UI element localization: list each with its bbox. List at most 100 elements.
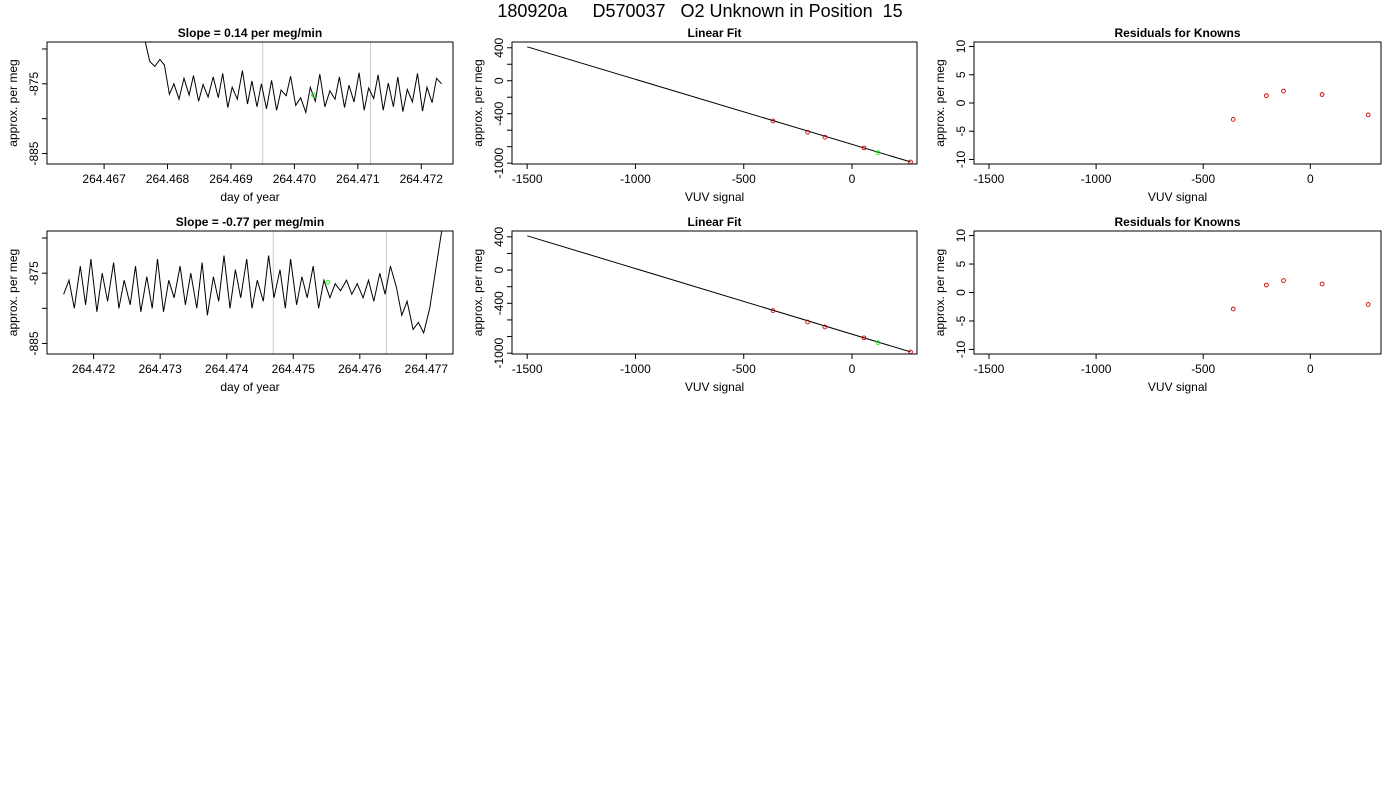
chart-panel-4: 264.472 264.473 264.474 264.475 264.476 264.4… <box>6 215 454 394</box>
data-point <box>1365 302 1371 307</box>
y-axis-label: approx. per meg <box>933 249 947 336</box>
y-axis-label: approx. per meg <box>933 59 947 146</box>
x-tick-label: 0 <box>1307 172 1314 186</box>
data-point <box>861 335 867 341</box>
chart-panel-5: -1500 -1000 -500 0 -1000 -400 0 400 Linear Fit VU… <box>471 215 918 394</box>
y-tick-label: 0 <box>492 266 506 273</box>
y-tick-label: 10 <box>954 40 968 54</box>
y-tick-label: -875 <box>27 72 41 96</box>
x-tick-label: -1500 <box>512 172 543 186</box>
series-line <box>527 235 911 353</box>
x-tick-label: -1000 <box>1081 172 1112 186</box>
y-tick-label: -885 <box>27 331 41 355</box>
y-tick-label: -400 <box>492 291 506 315</box>
y-axis-label: approx. per meg <box>6 59 20 146</box>
x-tick-label: 0 <box>1307 362 1314 376</box>
data-point <box>325 279 331 285</box>
data-point <box>805 319 810 325</box>
y-tick-label: 10 <box>954 229 968 243</box>
data-point <box>805 129 810 135</box>
data-point <box>1230 117 1236 122</box>
plot-frame <box>511 230 918 355</box>
data-point <box>1281 88 1286 94</box>
data-point <box>770 118 776 124</box>
chart-panel-2: -1500 -1000 -500 0 -1000 -400 0 400 Linear Fit VU… <box>471 26 918 204</box>
x-tick-label: 0 <box>849 172 856 186</box>
x-tick-label: 264.467 <box>82 172 126 186</box>
y-tick-label: 400 <box>492 37 506 57</box>
x-tick-label: -500 <box>1191 172 1215 186</box>
x-tick-label: 264.475 <box>272 362 316 376</box>
x-tick-label: -500 <box>732 362 756 376</box>
y-tick-label: -1000 <box>492 148 506 179</box>
x-tick-label: 264.474 <box>205 362 249 376</box>
y-tick-label: 0 <box>954 99 968 106</box>
x-tick-label: 264.468 <box>146 172 190 186</box>
x-tick-label: 264.470 <box>273 172 317 186</box>
x-tick-label: -500 <box>732 172 756 186</box>
y-tick-label: -5 <box>954 126 968 137</box>
x-tick-label: 264.471 <box>336 172 380 186</box>
data-point <box>861 145 867 151</box>
plot-frame <box>973 230 1382 355</box>
chart-title: Residuals for Knowns <box>1114 26 1240 40</box>
y-tick-label: -875 <box>27 261 41 285</box>
data-point <box>1281 278 1286 283</box>
y-axis-label: approx. per meg <box>471 249 485 336</box>
chart-panel-3: -1500 -1000 -500 0 -10 -5 0 5 10 Residuals for Kn… <box>933 26 1382 204</box>
page-title: 180920a D570037 O2 Unknown in Position 1… <box>497 1 903 21</box>
y-tick-label: 5 <box>954 71 968 78</box>
y-tick-label: 0 <box>954 289 968 296</box>
chart-title: Slope = -0.77 per meg/min <box>176 215 324 229</box>
y-tick-label: -1000 <box>492 338 506 369</box>
y-tick-label: -400 <box>492 101 506 125</box>
data-point <box>1319 92 1325 97</box>
plot-frame <box>46 230 454 355</box>
chart-panel-1: 264.467 264.468 264.469 264.470 264.471 264.4… <box>6 26 454 204</box>
data-point <box>822 324 828 330</box>
data-point <box>1230 306 1236 312</box>
y-axis-label: approx. per meg <box>471 59 485 146</box>
plot-frame <box>973 41 1382 165</box>
chart-title: Slope = 0.14 per meg/min <box>178 26 322 40</box>
x-tick-label: -1000 <box>620 172 651 186</box>
y-tick-label: -10 <box>954 340 968 358</box>
data-point <box>1365 112 1371 118</box>
chart-title: Linear Fit <box>687 215 741 229</box>
x-tick-label: -1500 <box>974 172 1005 186</box>
y-axis-label: approx. per meg <box>6 249 20 336</box>
x-tick-label: 264.476 <box>338 362 382 376</box>
data-point <box>1264 282 1269 288</box>
plot-frame <box>511 41 918 165</box>
data-point <box>770 308 776 313</box>
x-tick-label: -1000 <box>620 362 651 376</box>
x-axis-label: day of year <box>220 190 279 204</box>
x-tick-label: -1000 <box>1081 362 1112 376</box>
series-line <box>63 231 443 335</box>
chart-title: Linear Fit <box>687 26 741 40</box>
x-tick-label: 264.472 <box>72 362 116 376</box>
x-axis-label: VUV signal <box>1148 380 1207 394</box>
y-tick-label: 400 <box>492 226 506 246</box>
data-point <box>822 134 828 140</box>
data-point <box>875 340 881 345</box>
x-axis-label: VUV signal <box>685 380 744 394</box>
x-axis-label: VUV signal <box>685 190 744 204</box>
x-tick-label: 264.473 <box>138 362 182 376</box>
data-point <box>311 92 316 98</box>
y-tick-label: -10 <box>954 150 968 168</box>
data-point <box>1319 281 1325 287</box>
chart-title: Residuals for Knowns <box>1114 215 1240 229</box>
x-tick-label: 0 <box>849 362 856 376</box>
chart-panel-6: -1500 -1000 -500 0 -10 -5 0 5 10 Residuals for Kn… <box>933 215 1382 394</box>
x-tick-label: 264.477 <box>405 362 449 376</box>
x-tick-label: 264.472 <box>400 172 444 186</box>
plot-frame <box>46 41 454 165</box>
x-axis-label: VUV signal <box>1148 190 1207 204</box>
series-line <box>144 42 442 115</box>
series-line <box>527 46 911 163</box>
data-point <box>1264 93 1269 99</box>
x-tick-label: -500 <box>1191 362 1215 376</box>
x-tick-label: 264.469 <box>209 172 253 186</box>
